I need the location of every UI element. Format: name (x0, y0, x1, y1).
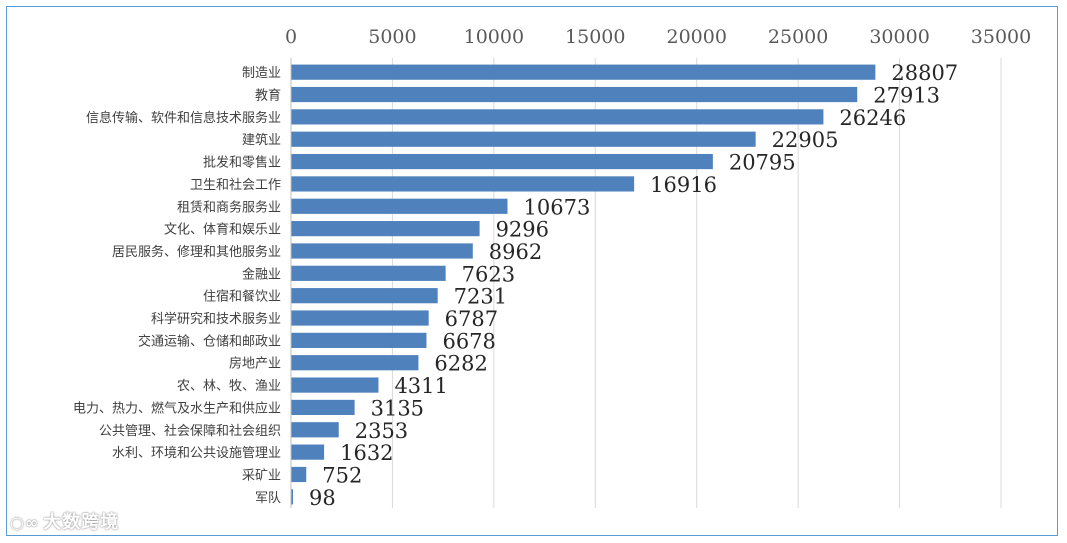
bars (291, 64, 876, 505)
bar (291, 243, 473, 259)
bar (291, 489, 293, 505)
bar (291, 265, 446, 281)
category-label: 文化、体育和娱乐业 (164, 222, 281, 238)
bar (291, 86, 858, 103)
bar (291, 466, 307, 483)
value-label: 26246 (839, 106, 906, 130)
watermark: ○∞ 大数跨境 (10, 508, 119, 534)
value-label: 2353 (355, 419, 408, 443)
bar (291, 153, 713, 170)
x-tick-label: 15000 (565, 26, 625, 48)
value-label: 1632 (340, 441, 393, 465)
x-tick-label: 30000 (869, 26, 929, 48)
bar (291, 64, 876, 80)
category-label: 批发和零售业 (203, 155, 281, 171)
value-label: 3135 (371, 396, 424, 420)
category-label: 居民服务、修理和其他服务业 (112, 244, 281, 260)
value-label: 6282 (434, 352, 487, 376)
bar (291, 355, 419, 371)
value-label: 20795 (729, 151, 796, 175)
value-label: 16916 (650, 173, 717, 197)
value-label: 9296 (496, 218, 549, 242)
category-label: 信息传输、软件和信息技术服务业 (86, 110, 281, 126)
x-tick-label: 25000 (768, 26, 828, 48)
value-label: 22905 (772, 128, 839, 152)
value-label: 98 (309, 486, 336, 510)
category-label: 教育 (255, 88, 281, 104)
category-label: 农、林、牧、渔业 (177, 379, 281, 394)
x-tick-label: 5000 (368, 26, 416, 48)
value-label: 6678 (442, 329, 495, 353)
value-label: 7231 (454, 285, 507, 309)
category-label: 住宿和餐饮业 (203, 289, 281, 305)
bar (291, 198, 508, 214)
x-axis-ticks: 0 5000 10000 15000 20000 25000 30000 35000 (285, 26, 1031, 48)
value-label: 28807 (891, 61, 958, 85)
category-label: 军队 (255, 491, 281, 506)
category-label: 科学研究和技术服务业 (151, 311, 281, 327)
category-labels: 制造业教育信息传输、软件和信息技术服务业建筑业批发和零售业卫生和社会工作租赁和商… (73, 66, 281, 506)
x-tick-label: 20000 (666, 26, 726, 48)
bar (291, 444, 325, 460)
bar (291, 109, 824, 125)
watermark-text: 大数跨境 (43, 512, 120, 533)
category-label: 租赁和商务服务业 (177, 199, 281, 215)
category-label: 水利、环境和公共设施管理业 (112, 446, 281, 461)
category-label: 交通运输、仓储和邮政业 (138, 333, 281, 349)
bar (291, 332, 427, 348)
bar (291, 221, 480, 237)
bar (291, 422, 339, 438)
x-tick-label: 35000 (971, 26, 1031, 48)
bar (291, 131, 756, 147)
category-label: 房地产业 (229, 356, 281, 372)
value-label: 4311 (394, 374, 447, 398)
value-label: 8962 (489, 240, 542, 264)
category-label: 建筑业 (242, 132, 281, 148)
category-label: 电力、热力、燃气及水生产和供应业 (73, 400, 281, 416)
bar (291, 176, 635, 192)
value-label: 10673 (524, 195, 591, 219)
category-label: 采矿业 (242, 468, 281, 483)
weibo-icon: ○∞ (10, 513, 40, 532)
value-label: 27913 (873, 84, 940, 108)
value-label: 752 (322, 463, 362, 487)
category-label: 制造业 (242, 66, 281, 81)
bar (291, 377, 379, 393)
x-tick-label: 10000 (464, 26, 524, 48)
bar (291, 288, 438, 304)
category-label: 公共管理、社会保障和社会组织 (99, 423, 281, 439)
category-label: 卫生和社会工作 (190, 177, 281, 193)
value-label: 7623 (462, 262, 515, 286)
bar (291, 310, 429, 326)
x-tick-label: 0 (285, 26, 297, 48)
category-label: 金融业 (242, 266, 281, 282)
bar (291, 399, 355, 416)
value-label: 6787 (445, 307, 498, 331)
